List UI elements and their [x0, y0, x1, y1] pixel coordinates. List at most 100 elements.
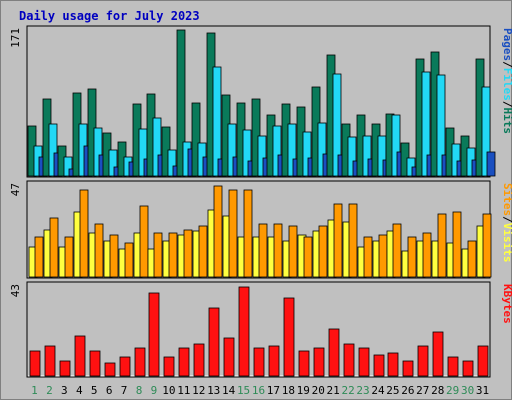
x-tick-label: 9 [151, 384, 158, 397]
chart-panels: 171Pages/Files/Hits47Sites/Visits43KByte… [9, 25, 512, 378]
bar-files-day-19 [302, 131, 312, 177]
x-tick-label: 31 [476, 384, 489, 397]
bar-files-day-25 [391, 114, 401, 177]
bar-hits-day-12 [191, 102, 201, 177]
bar-sites-day-2 [49, 217, 59, 278]
x-tick-label: 6 [106, 384, 113, 397]
legend-hits-files-pages: Pages/Files/Hits [501, 28, 512, 134]
bar-sites-day-13 [213, 185, 223, 278]
x-tick-label: 29 [446, 384, 459, 397]
bar-kbytes-day-13 [208, 307, 220, 377]
bar-kbytes-day-10 [163, 356, 175, 377]
bar-files-day-21 [332, 73, 342, 177]
bar-kbytes-day-24 [373, 354, 385, 377]
bar-files-day-5 [93, 127, 103, 177]
x-tick-label: 22 [341, 384, 354, 397]
bar-sites-day-10 [168, 232, 178, 278]
bar-files-day-18 [287, 123, 297, 177]
x-tick-label: 25 [386, 384, 399, 397]
bar-sites-day-8 [139, 205, 149, 278]
bar-files-day-6 [108, 149, 118, 177]
x-tick-label: 8 [136, 384, 143, 397]
x-tick-label: 12 [192, 384, 205, 397]
x-tick-label: 27 [416, 384, 429, 397]
bar-files-day-9 [152, 117, 162, 177]
bar-sites-day-14 [228, 189, 238, 278]
x-tick-label: 23 [356, 384, 369, 397]
bar-files-day-10 [167, 149, 177, 177]
bar-sites-day-7 [124, 242, 134, 278]
bar-kbytes-day-28 [432, 331, 444, 377]
x-tick-label: 30 [461, 384, 474, 397]
bar-hits-day-11 [176, 29, 186, 177]
bar-kbytes-day-8 [134, 347, 146, 377]
bar-files-day-31 [481, 86, 491, 177]
bar-kbytes-day-31 [477, 345, 489, 377]
bar-kbytes-day-26 [402, 360, 414, 377]
x-tick-label: 15 [237, 384, 250, 397]
bar-files-day-22 [347, 136, 357, 177]
bar-files-day-27 [421, 71, 431, 177]
bar-files-day-29 [451, 143, 461, 177]
bar-kbytes-day-11 [178, 347, 190, 377]
bar-sites-day-9 [153, 232, 163, 278]
y-max-label: 171 [9, 28, 22, 48]
bar-kbytes-day-4 [74, 335, 86, 377]
bar-kbytes-day-27 [417, 345, 429, 377]
bar-files-day-28 [436, 74, 446, 177]
bar-sites-day-5 [94, 223, 104, 278]
bar-kbytes-day-7 [119, 356, 131, 377]
bar-kbytes-day-6 [104, 362, 116, 377]
bar-files-day-13 [212, 66, 222, 177]
legend-entry: Pages [501, 28, 512, 61]
legend-entry: KBytes [501, 284, 512, 324]
bar-sites-day-11 [183, 229, 193, 278]
bar-kbytes-day-2 [44, 345, 56, 377]
x-tick-label: 10 [162, 384, 175, 397]
bar-sites-day-22 [348, 203, 358, 278]
bar-kbytes-day-15 [238, 286, 250, 377]
bar-kbytes-day-22 [343, 343, 355, 377]
bar-sites-day-15 [243, 189, 253, 278]
legend-entry: Hits [501, 108, 512, 135]
bar-sites-day-31 [482, 213, 492, 278]
bar-kbytes-day-16 [253, 347, 265, 377]
panel-kbytes: 43 KBytes [9, 281, 512, 378]
x-tick-label: 11 [177, 384, 190, 397]
y-max-label: 47 [9, 183, 22, 196]
x-tick-label: 4 [76, 384, 83, 397]
bar-sites-day-26 [407, 236, 417, 278]
bar-kbytes-day-23 [358, 347, 370, 377]
bar-kbytes-day-21 [328, 328, 340, 377]
bar-files-day-14 [227, 123, 237, 177]
x-tick-label: 2 [46, 384, 53, 397]
bar-sites-day-21 [333, 203, 343, 278]
bar-files-day-16 [257, 135, 267, 177]
bar-sites-day-12 [198, 225, 208, 278]
legend-entry: Files [501, 68, 512, 101]
bar-kbytes-day-5 [89, 350, 101, 377]
bar-files-day-17 [272, 125, 282, 177]
legend-entry: / [501, 61, 512, 68]
bar-kbytes-day-18 [283, 297, 295, 377]
legend-visits-sites: Sites/Visits [501, 183, 512, 263]
x-tick-label: 5 [91, 384, 98, 397]
bar-files-day-2 [48, 123, 58, 177]
bar-sites-day-28 [437, 213, 447, 278]
bar-kbytes-day-1 [29, 350, 41, 377]
bar-sites-day-3 [64, 236, 74, 278]
x-tick-label: 24 [371, 384, 385, 397]
bar-sites-day-20 [318, 225, 328, 278]
x-axis-labels: 1 2 3 4 5 6 7 8 9 10 11 12 13 14 15 16 17 18 19 20 21 22 23 24 2… [31, 384, 489, 397]
x-tick-label: 1 [31, 384, 38, 397]
x-tick-label: 17 [267, 384, 280, 397]
bar-pages-day-31 [486, 151, 496, 177]
x-tick-label: 16 [252, 384, 265, 397]
bar-kbytes-day-19 [298, 350, 310, 377]
bar-kbytes-day-29 [447, 356, 459, 377]
legend-entry: Sites [501, 183, 512, 216]
bar-sites-day-16 [258, 223, 268, 278]
legend-entry: / [501, 216, 512, 223]
